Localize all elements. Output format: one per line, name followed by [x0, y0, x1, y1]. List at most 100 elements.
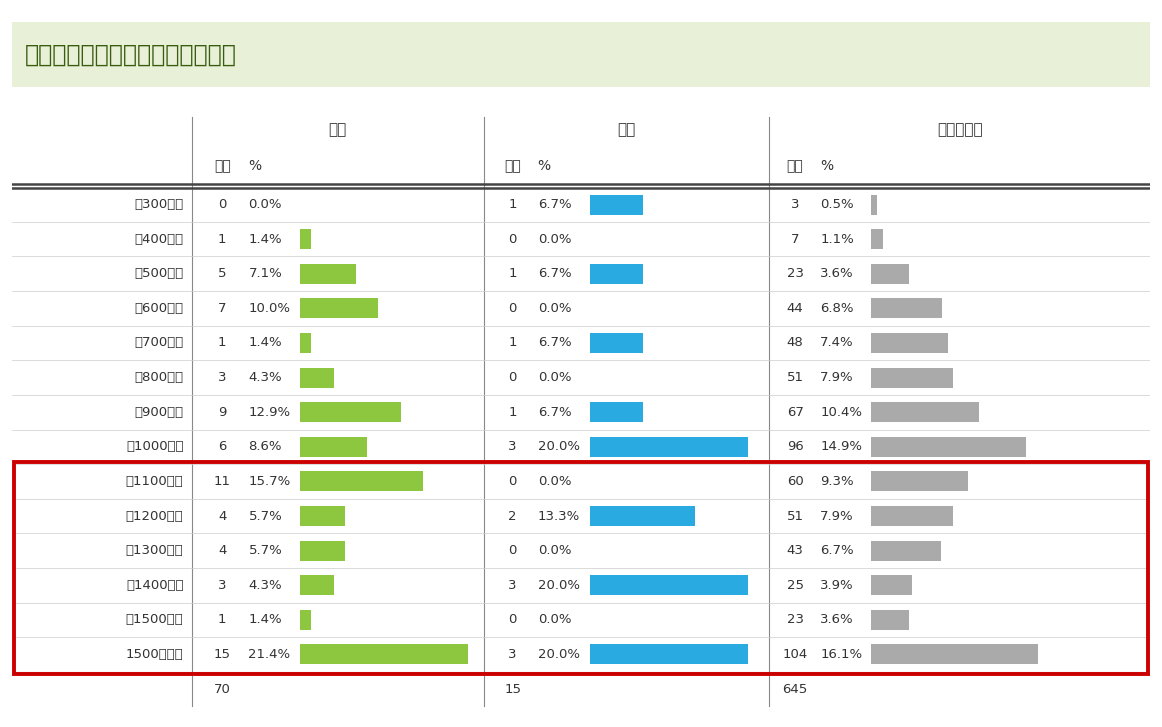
Text: 20.0%: 20.0% — [538, 441, 580, 454]
Text: 3: 3 — [218, 579, 227, 592]
Text: 0: 0 — [509, 233, 517, 246]
Text: 6: 6 — [218, 441, 227, 454]
Bar — [590, 402, 643, 422]
Text: 16.1%: 16.1% — [820, 648, 862, 661]
Bar — [300, 298, 379, 318]
Bar — [300, 437, 367, 457]
Text: 15.7%: 15.7% — [249, 475, 290, 488]
Text: 60: 60 — [787, 475, 803, 488]
Text: 0: 0 — [509, 544, 517, 557]
Text: 1.4%: 1.4% — [249, 337, 282, 350]
Text: 8.6%: 8.6% — [249, 441, 282, 454]
Text: 3.6%: 3.6% — [820, 268, 854, 281]
Bar — [590, 264, 643, 284]
Text: 6.7%: 6.7% — [538, 268, 572, 281]
Text: 6.7%: 6.7% — [820, 544, 854, 557]
Text: 44: 44 — [787, 302, 803, 315]
Text: 実数: 実数 — [504, 159, 521, 173]
Bar — [872, 506, 953, 526]
Text: 0.0%: 0.0% — [538, 371, 572, 384]
Text: 15: 15 — [214, 648, 231, 661]
Text: 0.0%: 0.0% — [538, 475, 572, 488]
Text: 6.7%: 6.7% — [538, 198, 572, 211]
Bar — [872, 333, 948, 353]
Text: 〜900万円: 〜900万円 — [135, 406, 184, 419]
Text: 5.7%: 5.7% — [249, 510, 282, 523]
Text: %: % — [538, 159, 551, 173]
Bar — [872, 264, 909, 284]
Text: 6.7%: 6.7% — [538, 406, 572, 419]
Text: 1: 1 — [218, 233, 227, 246]
Text: 2: 2 — [509, 510, 517, 523]
Bar — [590, 575, 747, 595]
Bar — [300, 575, 333, 595]
Bar — [590, 437, 747, 457]
Text: 業販: 業販 — [617, 121, 636, 137]
Text: 0: 0 — [509, 614, 517, 627]
Text: 3.6%: 3.6% — [820, 614, 854, 627]
Text: 20.0%: 20.0% — [538, 648, 580, 661]
Text: 0: 0 — [509, 475, 517, 488]
Text: 1500万円〜: 1500万円〜 — [125, 648, 184, 661]
Text: 1: 1 — [218, 337, 227, 350]
Bar — [872, 368, 953, 387]
Text: 4: 4 — [218, 544, 227, 557]
Text: 5.7%: 5.7% — [249, 544, 282, 557]
Bar — [872, 298, 942, 318]
Bar — [300, 402, 401, 422]
Text: 51: 51 — [787, 510, 804, 523]
Text: 1: 1 — [509, 198, 517, 211]
Text: 3: 3 — [791, 198, 799, 211]
Bar — [872, 471, 968, 491]
Text: 13.3%: 13.3% — [538, 510, 580, 523]
Bar — [590, 506, 695, 526]
Text: 4.3%: 4.3% — [249, 579, 282, 592]
Text: 〜1300万円: 〜1300万円 — [125, 544, 184, 557]
Bar — [872, 541, 941, 561]
Text: 3: 3 — [218, 371, 227, 384]
Text: %: % — [820, 159, 833, 173]
Bar — [590, 195, 643, 214]
Text: 0.0%: 0.0% — [249, 198, 282, 211]
Text: 年収：世帯年収を教えてください: 年収：世帯年収を教えてください — [26, 42, 237, 67]
Text: 〜600万円: 〜600万円 — [135, 302, 184, 315]
Text: 645: 645 — [782, 683, 808, 696]
Text: エリア比較: エリア比較 — [937, 121, 982, 137]
Text: 1.4%: 1.4% — [249, 233, 282, 246]
Text: 0.0%: 0.0% — [538, 233, 572, 246]
Text: 43: 43 — [787, 544, 804, 557]
Text: 10.0%: 10.0% — [249, 302, 290, 315]
Text: 1: 1 — [509, 337, 517, 350]
Text: 〜1200万円: 〜1200万円 — [125, 510, 184, 523]
Bar — [14, 462, 1148, 674]
Text: 14.9%: 14.9% — [820, 441, 862, 454]
Text: 20.0%: 20.0% — [538, 579, 580, 592]
Text: 〜1400万円: 〜1400万円 — [125, 579, 184, 592]
Text: 7: 7 — [791, 233, 799, 246]
Text: 1: 1 — [509, 406, 517, 419]
Bar — [300, 610, 310, 630]
Text: 5: 5 — [218, 268, 227, 281]
Text: 51: 51 — [787, 371, 804, 384]
Bar — [300, 541, 345, 561]
Text: 6.7%: 6.7% — [538, 337, 572, 350]
Text: 1: 1 — [509, 268, 517, 281]
Bar — [872, 195, 876, 214]
Text: 7.9%: 7.9% — [820, 510, 854, 523]
Bar — [300, 264, 356, 284]
Text: 9: 9 — [218, 406, 227, 419]
Bar — [872, 437, 1026, 457]
Text: %: % — [249, 159, 261, 173]
Text: 〜1100万円: 〜1100万円 — [125, 475, 184, 488]
Text: 〜800万円: 〜800万円 — [135, 371, 184, 384]
Bar — [872, 575, 912, 595]
Text: 96: 96 — [787, 441, 803, 454]
Text: 6.8%: 6.8% — [820, 302, 854, 315]
Text: 自販: 自販 — [329, 121, 347, 137]
Bar — [300, 506, 345, 526]
Text: 10.4%: 10.4% — [820, 406, 862, 419]
Text: 67: 67 — [787, 406, 804, 419]
Bar — [300, 644, 468, 664]
Text: 12.9%: 12.9% — [249, 406, 290, 419]
Text: 0.5%: 0.5% — [820, 198, 854, 211]
